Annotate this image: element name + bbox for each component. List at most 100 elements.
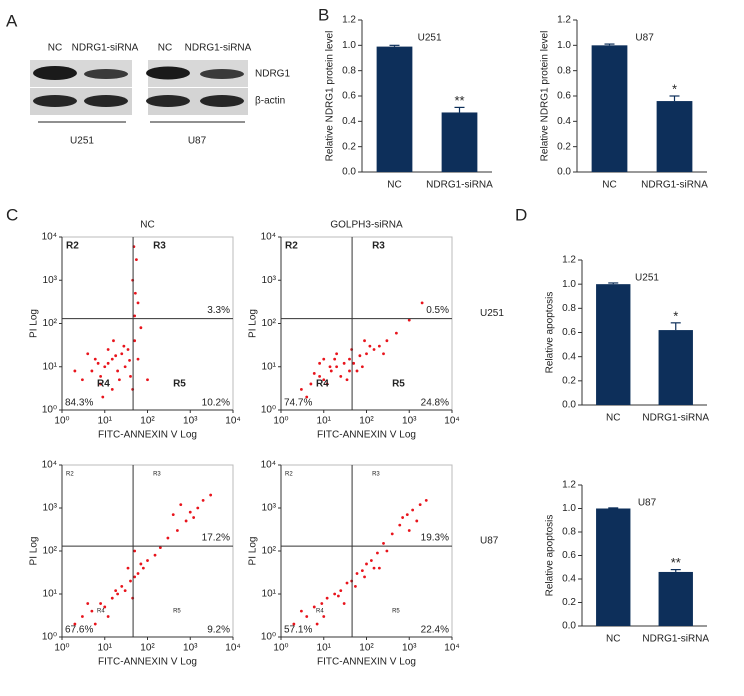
point bbox=[209, 493, 213, 497]
y-tick-label: 10³ bbox=[262, 503, 277, 514]
point bbox=[106, 361, 110, 365]
point bbox=[133, 575, 137, 579]
significance: * bbox=[673, 308, 678, 323]
point bbox=[90, 369, 94, 373]
chart-title: NC bbox=[140, 220, 154, 231]
point bbox=[90, 609, 94, 613]
x-axis-label: FITC-ANNEXIN V Log bbox=[98, 430, 197, 441]
point bbox=[99, 602, 103, 605]
lane-label: NC bbox=[48, 43, 62, 54]
cell-line-label: U87 bbox=[188, 136, 207, 147]
point bbox=[146, 559, 149, 562]
quadrant-name: R3 bbox=[372, 241, 385, 252]
point bbox=[372, 566, 376, 570]
point bbox=[335, 352, 339, 356]
plot-frame bbox=[61, 236, 234, 411]
x-tick-label: NC bbox=[602, 180, 616, 191]
quadrant-value: 3.3% bbox=[207, 305, 230, 316]
y-tick-label: 0.8 bbox=[342, 65, 356, 76]
point bbox=[73, 622, 77, 626]
point bbox=[382, 352, 385, 356]
x-tick-label: 10¹ bbox=[98, 416, 113, 427]
x-tick-label: NC bbox=[387, 180, 401, 191]
point bbox=[424, 499, 428, 502]
y-tick-label: 10⁰ bbox=[261, 632, 276, 643]
x-tick-label: NDRG1-siRNA bbox=[642, 634, 709, 645]
y-tick-label: 0.0 bbox=[562, 400, 576, 411]
point bbox=[133, 549, 137, 553]
panel-label: A bbox=[6, 11, 18, 30]
point bbox=[368, 344, 372, 348]
x-tick-label: 10³ bbox=[402, 643, 417, 654]
point bbox=[411, 508, 415, 512]
quadrant-name: R4 bbox=[316, 379, 329, 390]
point bbox=[93, 357, 97, 361]
point bbox=[80, 378, 84, 382]
y-tick-label: 10⁴ bbox=[42, 460, 57, 471]
y-tick-label: 0.6 bbox=[562, 327, 576, 338]
point bbox=[139, 326, 143, 330]
y-tick-label: 1.0 bbox=[342, 40, 356, 51]
x-tick-label: 10⁰ bbox=[273, 416, 288, 427]
x-tick-label: 10¹ bbox=[98, 643, 113, 654]
point bbox=[339, 589, 343, 592]
y-tick-label: 10¹ bbox=[43, 361, 58, 372]
quadrant-name: R2 bbox=[66, 241, 79, 252]
plot-frame bbox=[61, 464, 234, 638]
lane-label: NDRG1-siRNA bbox=[185, 43, 252, 54]
quadrant-name: R2 bbox=[285, 472, 293, 478]
point bbox=[175, 529, 179, 532]
point bbox=[101, 395, 105, 399]
quadrant-name: R4 bbox=[97, 609, 105, 615]
quadrant-value: 67.6% bbox=[65, 625, 93, 636]
y-axis-label: PI Log bbox=[29, 309, 40, 338]
point bbox=[110, 357, 114, 361]
quadrant-name: R3 bbox=[153, 241, 166, 252]
bar bbox=[658, 330, 693, 405]
plot-frame bbox=[280, 236, 453, 411]
panel-label: B bbox=[318, 5, 329, 24]
y-tick-label: 10⁴ bbox=[261, 460, 276, 471]
y-axis-label: Relative apoptosis bbox=[545, 515, 556, 597]
point bbox=[86, 602, 90, 605]
point bbox=[86, 352, 90, 356]
y-tick-label: 1.0 bbox=[557, 40, 571, 51]
x-tick-label: 10⁰ bbox=[273, 643, 288, 654]
bar bbox=[656, 101, 693, 172]
point bbox=[188, 510, 192, 514]
y-tick-label: 1.2 bbox=[342, 15, 356, 26]
point bbox=[133, 314, 137, 318]
x-tick-label: NDRG1-siRNA bbox=[426, 180, 493, 191]
x-tick-label: NC bbox=[606, 413, 620, 424]
y-tick-label: 0.2 bbox=[562, 375, 576, 386]
quadrant-name: R5 bbox=[173, 379, 186, 390]
point bbox=[153, 553, 157, 557]
band bbox=[146, 66, 190, 80]
bar bbox=[376, 46, 413, 172]
point bbox=[415, 519, 419, 523]
y-tick-label: 10³ bbox=[43, 503, 58, 514]
point bbox=[342, 361, 346, 365]
point bbox=[305, 395, 309, 399]
point bbox=[139, 562, 143, 566]
y-tick-label: 0.2 bbox=[342, 141, 356, 152]
point bbox=[80, 615, 84, 618]
point bbox=[360, 365, 364, 369]
point bbox=[336, 594, 340, 598]
point bbox=[299, 387, 303, 391]
point bbox=[328, 365, 332, 369]
point bbox=[345, 378, 349, 382]
point bbox=[333, 357, 337, 361]
y-tick-label: 10⁴ bbox=[261, 232, 276, 243]
point bbox=[201, 499, 205, 502]
point bbox=[377, 566, 381, 570]
x-tick-label: 10² bbox=[140, 643, 155, 654]
point bbox=[73, 369, 77, 373]
y-tick-label: 10³ bbox=[262, 275, 277, 286]
point bbox=[407, 529, 411, 532]
western-blot: NC NDRG1-siRNA NC NDRG1-siRNA NDRG1 β-ac… bbox=[30, 43, 290, 147]
point bbox=[325, 382, 329, 386]
y-tick-label: 0.8 bbox=[562, 303, 576, 314]
point bbox=[360, 569, 364, 573]
point bbox=[133, 339, 137, 343]
